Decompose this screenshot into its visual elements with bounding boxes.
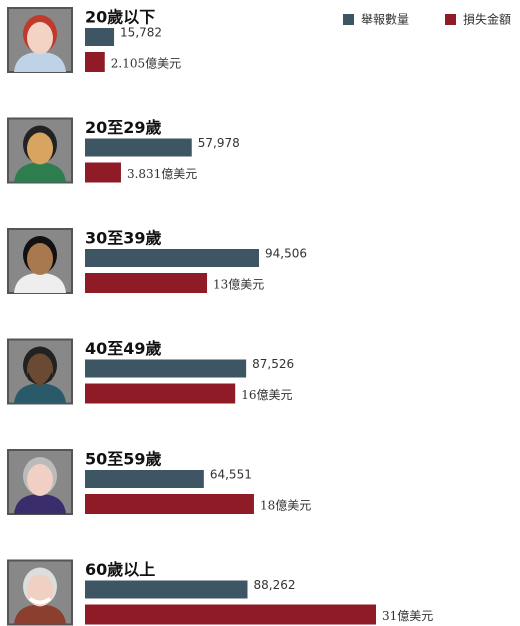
bar xyxy=(85,163,121,183)
category-label: 40至49歲 xyxy=(85,339,162,358)
legend-label: 損失金額 xyxy=(463,12,511,27)
avatar xyxy=(8,119,72,183)
avatar xyxy=(8,561,72,625)
category-label: 50至59歲 xyxy=(85,450,162,469)
value-label: 3.831億美元 xyxy=(127,167,197,181)
value-label: 57,978 xyxy=(198,136,240,150)
avatar-face xyxy=(27,22,53,54)
avatar xyxy=(8,450,72,514)
bar xyxy=(85,605,376,625)
legend-swatch xyxy=(343,14,354,25)
value-label: 2.105億美元 xyxy=(111,57,181,71)
category-label: 30至39歲 xyxy=(85,229,162,248)
avatar xyxy=(8,340,72,404)
bar xyxy=(85,470,204,488)
chart: 舉報數量 損失金額 20歲以下15,782 2.105億美元 20至29歲 57,978 3… xyxy=(0,0,520,626)
bar xyxy=(85,360,246,378)
value-label: 13億美元 xyxy=(213,278,264,292)
category-label: 20至29歲 xyxy=(85,118,162,137)
legend-swatch xyxy=(445,14,456,25)
bar xyxy=(85,581,248,599)
category-label: 20歲以下 xyxy=(85,8,155,27)
avatar xyxy=(8,229,72,293)
bar xyxy=(85,249,259,267)
bar xyxy=(85,139,192,157)
value-label: 88,262 xyxy=(254,578,296,592)
bar xyxy=(85,28,114,46)
legend-label: 舉報數量 xyxy=(361,13,409,27)
bar xyxy=(85,273,207,293)
bar xyxy=(85,494,254,514)
value-label: 94,506 xyxy=(265,247,307,261)
bar xyxy=(85,384,235,404)
avatar-face xyxy=(27,243,53,275)
avatar-face xyxy=(27,133,53,165)
value-label: 15,782 xyxy=(120,26,162,40)
avatar xyxy=(8,8,72,72)
avatar-face xyxy=(27,464,53,496)
value-label: 64,551 xyxy=(210,468,252,482)
bar xyxy=(85,52,105,72)
category-label: 60歲以上 xyxy=(85,560,155,579)
value-label: 18億美元 xyxy=(260,499,311,513)
value-label: 87,526 xyxy=(252,357,294,371)
value-label: 31億美元 xyxy=(382,609,433,623)
value-label: 16億美元 xyxy=(241,388,292,402)
